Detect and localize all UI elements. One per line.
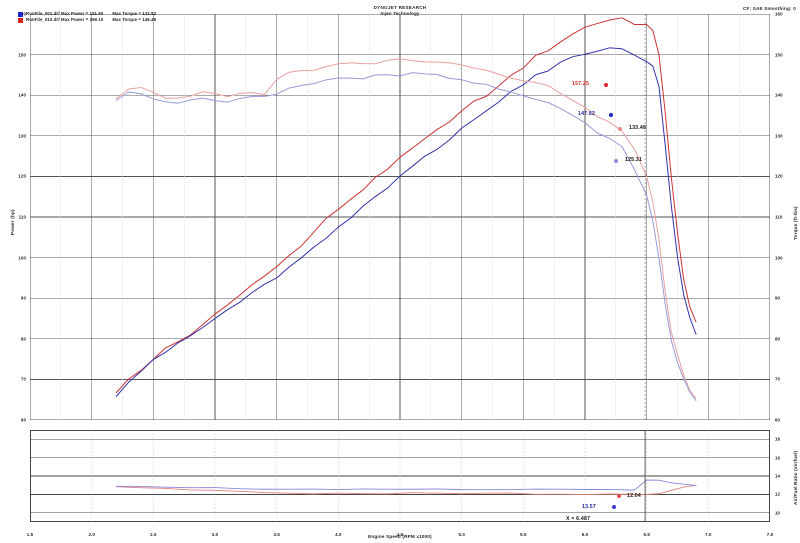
power-axis-tick: 130 — [18, 133, 26, 139]
power-axis-tick: 80 — [20, 336, 26, 342]
afr-axis-tick: 12 — [775, 491, 781, 497]
torque-axis-tick: 130 — [775, 133, 783, 139]
x-axis-tick: 2.5 — [150, 532, 157, 537]
annotation-marker-power-red-peak — [604, 83, 608, 87]
header-status: CF: SAE Smoothing: 0 — [743, 6, 796, 11]
x-axis-tick: 2.0 — [88, 532, 95, 537]
x-axis-tick: 5.5 — [520, 532, 527, 537]
annotation-afr-blue: 13.57 — [582, 504, 596, 510]
x-axis-tick: 5.0 — [458, 532, 465, 537]
x-axis-tick: 6.5 — [643, 532, 650, 537]
torque-axis-tick: 150 — [775, 52, 783, 58]
power-axis-title: Power (hp) — [10, 209, 15, 235]
power-axis-tick: 90 — [20, 295, 26, 301]
afr-axis-tick: 18 — [775, 436, 781, 442]
legend-item: RunFile_010.drf Max Power = 159.10 Max To… — [18, 17, 156, 23]
power-axis-tick: 140 — [18, 92, 26, 98]
x-axis-tick: 7.0 — [705, 532, 712, 537]
annotation-power-red-peak: 157.25 — [572, 81, 590, 87]
power-axis-tick: 60 — [20, 417, 26, 423]
power-axis-tick: 100 — [18, 255, 26, 261]
x-axis-tick: 1.5 — [26, 532, 34, 537]
annotation-afr-red: 12.04 — [627, 493, 641, 499]
legend-color-swatch — [18, 17, 23, 23]
afr-axis-tick: 16 — [775, 455, 781, 461]
torque-axis-title: Torque (ft-lbs) — [793, 206, 798, 240]
power-axis-tick: 70 — [20, 376, 26, 382]
afr-axis-tick: 14 — [775, 473, 781, 479]
power-torque-plot — [30, 14, 770, 420]
torque-axis-tick: 80 — [775, 336, 781, 342]
x-axis-tick: 6.0 — [581, 532, 589, 537]
torque-axis-tick: 110 — [775, 214, 783, 220]
x-axis-tick: 3.5 — [273, 532, 280, 537]
legend-item-label: RunFile_001.drf Max Power = 151.60 Max To… — [26, 11, 157, 16]
annotation-marker-torque-red — [618, 127, 622, 131]
x-axis-tick: 4.5 — [396, 532, 404, 537]
afr-svg — [30, 430, 770, 522]
afr-plot — [30, 430, 770, 522]
torque-axis-tick: 70 — [775, 376, 781, 382]
torque-axis-tick: 60 — [775, 417, 781, 423]
x-axis-tick: 3.0 — [211, 532, 219, 537]
annotation-cursor-readout: X = 6.487 — [566, 516, 591, 522]
x-axis-title: Engine Speed (RPM x1000) — [368, 534, 432, 539]
power-axis-tick: 110 — [18, 214, 26, 220]
annotation-power-blue-peak: 147.62 — [578, 111, 596, 117]
x-axis-tick: 4.0 — [335, 532, 342, 537]
torque-axis-tick: 160 — [775, 11, 783, 17]
annotation-marker-power-blue-peak — [609, 113, 613, 117]
annotation-marker-afr-red — [617, 494, 621, 498]
power-torque-svg — [30, 14, 770, 420]
annotation-marker-afr-blue — [612, 505, 616, 509]
torque-axis-tick: 120 — [775, 173, 783, 179]
annotation-torque-red: 133.48 — [629, 125, 647, 131]
torque-axis-tick: 100 — [775, 255, 783, 261]
torque-axis-tick: 90 — [775, 295, 781, 301]
annotation-marker-torque-blue — [614, 159, 618, 163]
legend-item: RunFile_001.drf Max Power = 151.60 Max To… — [18, 11, 156, 17]
power-axis-tick: 150 — [18, 52, 26, 58]
power-axis-tick: 120 — [18, 173, 26, 179]
afr-axis-tick: 10 — [775, 510, 781, 516]
legend-item-label: RunFile_010.drf Max Power = 159.10 Max To… — [26, 17, 157, 22]
legend-color-swatch — [18, 11, 23, 17]
header-title: DYNOJET RESEARCH — [373, 5, 427, 10]
legend: RunFile_001.drf Max Power = 151.60 Max To… — [18, 11, 156, 23]
x-axis-tick: 7.5 — [766, 532, 774, 537]
torque-axis-tick: 140 — [775, 92, 783, 98]
annotation-torque-blue: 125.31 — [625, 157, 643, 163]
afr-axis-title: Air/Fuel Ratio (air/fuel) — [793, 450, 798, 505]
